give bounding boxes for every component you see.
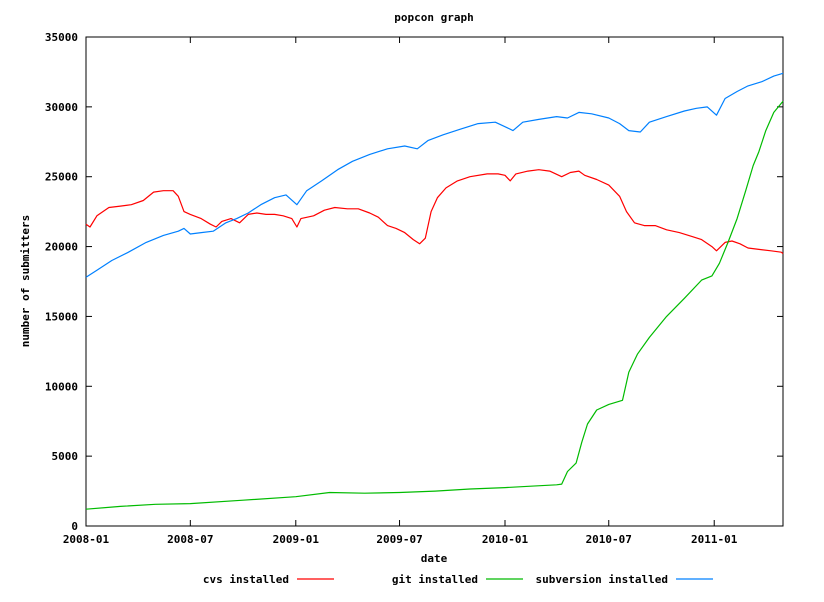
y-axis: 0 5000 10000 15000 20000 25000 30000 35000 [45, 31, 783, 533]
x-tick-label: 2010-01 [482, 533, 529, 546]
x-axis: 2008-01 2008-07 2009-01 2009-07 2010-01 2010-… [63, 37, 738, 546]
legend-label: subversion installed [536, 573, 668, 586]
y-tick-label: 10000 [45, 380, 78, 393]
series-line-1 [85, 100, 784, 510]
x-tick-label: 2008-07 [167, 533, 213, 546]
x-tick-label: 2011-01 [691, 533, 738, 546]
x-tick-label: 2010-07 [586, 533, 632, 546]
plot-area [85, 36, 784, 527]
legend-label: git installed [392, 573, 478, 586]
legend-label: cvs installed [203, 573, 289, 586]
y-tick-label: 5000 [52, 450, 79, 463]
y-tick-label: 30000 [45, 101, 78, 114]
x-tick-label: 2009-07 [376, 533, 422, 546]
y-tick-label: 25000 [45, 171, 78, 184]
chart-title: popcon graph [394, 11, 473, 24]
y-tick-label: 35000 [45, 31, 78, 44]
x-tick-label: 2008-01 [63, 533, 110, 546]
series-line-2 [85, 72, 784, 278]
legend: cvs installed git installed subversion ins… [203, 573, 713, 586]
y-tick-label: 20000 [45, 241, 78, 254]
series-layer [85, 72, 784, 510]
y-axis-label: number of submitters [19, 215, 32, 347]
y-tick-label: 0 [71, 520, 78, 533]
y-tick-label: 15000 [45, 310, 78, 323]
x-tick-label: 2009-01 [273, 533, 320, 546]
x-axis-label: date [421, 552, 448, 565]
series-line-0 [85, 169, 784, 255]
plot-border [85, 36, 784, 527]
